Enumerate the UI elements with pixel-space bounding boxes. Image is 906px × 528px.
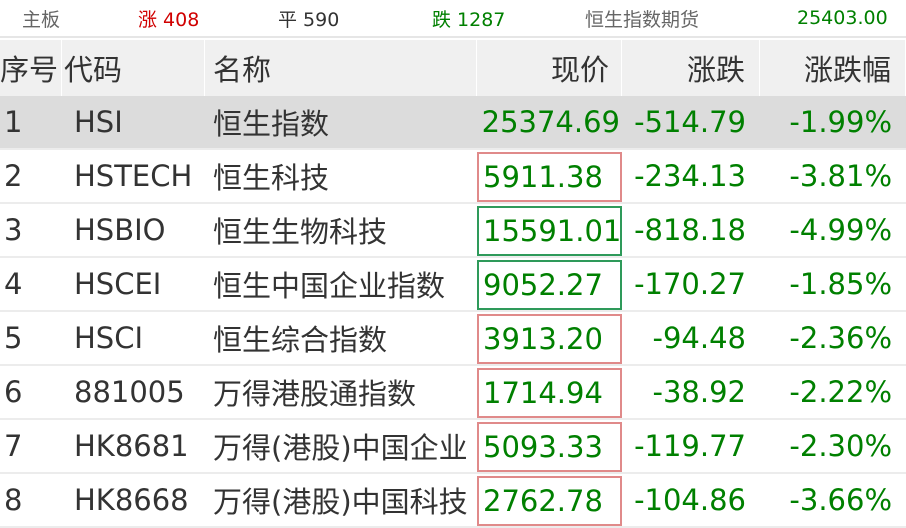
down-count: 跌 1287 [432,8,506,31]
flat-count: 平 590 [278,8,340,31]
row-name: 万得(港股)中国企业 [213,431,468,465]
row-code: HK8668 [74,483,189,517]
row-no: 8 [4,483,23,517]
col-header-price[interactable]: 现价 [477,40,622,96]
row-price: 5093.33 [477,422,622,472]
row-name: 恒生生物科技 [213,215,388,249]
table-row[interactable]: 3 HSBIO 恒生生物科技 15591.01 -818.18 -4.99% [0,204,906,258]
col-header-change[interactable]: 涨跌 [622,40,760,96]
row-code: HSCEI [74,267,162,301]
table-row[interactable]: 8 HK8668 万得(港股)中国科技 2762.78 -104.86 -3.66% [0,474,906,528]
up-count: 涨 408 [138,8,200,31]
row-code: HK8681 [74,429,189,463]
board-label: 主板 [22,8,61,31]
row-pct: -3.81% [789,159,892,193]
row-pct: -2.36% [789,321,892,355]
row-change: -818.18 [634,213,746,247]
row-price: 25374.69 [481,105,620,139]
row-price: 2762.78 [477,476,622,526]
row-pct: -2.30% [789,429,892,463]
row-name: 恒生指数 [213,107,330,141]
futures-value: 25403.00 [797,7,888,29]
row-price: 9052.27 [477,260,622,310]
row-name: 万得(港股)中国科技 [213,485,468,519]
row-price: 15591.01 [477,206,622,256]
row-price: 5911.38 [477,152,622,202]
row-change: -170.27 [634,267,746,301]
row-change: -38.92 [652,375,747,409]
table-row[interactable]: 7 HK8681 万得(港股)中国企业 5093.33 -119.77 -2.30% [0,420,906,474]
row-change: -104.86 [634,483,746,517]
row-code: HSI [74,105,123,139]
row-no: 2 [4,159,23,193]
col-header-name[interactable]: 名称 [205,40,477,96]
row-price: 3913.20 [477,314,622,364]
row-name: 恒生科技 [213,161,330,195]
row-price: 1714.94 [477,368,622,418]
row-no: 7 [4,429,23,463]
row-code: 881005 [74,375,185,409]
row-no: 1 [4,105,23,139]
row-no: 3 [4,213,23,247]
row-no: 6 [4,375,23,409]
row-code: HSTECH [74,159,193,193]
row-name: 恒生综合指数 [213,323,388,357]
row-pct: -1.85% [789,267,892,301]
row-change: -234.13 [634,159,746,193]
row-pct: -1.99% [789,105,892,139]
col-header-pct[interactable]: 涨跌幅 [760,40,906,96]
row-change: -94.48 [652,321,747,355]
row-code: HSBIO [74,213,166,247]
row-name: 恒生中国企业指数 [213,269,446,303]
table-row[interactable]: 6 881005 万得港股通指数 1714.94 -38.92 -2.22% [0,366,906,420]
table-row[interactable]: 1 HSI 恒生指数 25374.69 -514.79 -1.99% [0,96,906,150]
col-header-no[interactable]: 序号 [0,40,62,96]
table-header: 序号 代码 名称 现价 涨跌 涨跌幅 [0,40,906,96]
table-row[interactable]: 4 HSCEI 恒生中国企业指数 9052.27 -170.27 -1.85% [0,258,906,312]
row-pct: -4.99% [789,213,892,247]
row-pct: -3.66% [789,483,892,517]
futures-label: 恒生指数期货 [585,8,700,31]
row-no: 4 [4,267,23,301]
row-pct: -2.22% [789,375,892,409]
col-header-code[interactable]: 代码 [62,40,205,96]
row-no: 5 [4,321,23,355]
market-summary-bar: 主板 涨 408 平 590 跌 1287 恒生指数期货 25403.00 [0,0,906,38]
row-code: HSCI [74,321,144,355]
table-row[interactable]: 5 HSCI 恒生综合指数 3913.20 -94.48 -2.36% [0,312,906,366]
table-row[interactable]: 2 HSTECH 恒生科技 5911.38 -234.13 -3.81% [0,150,906,204]
row-change: -119.77 [634,429,746,463]
row-change: -514.79 [634,105,746,139]
row-name: 万得港股通指数 [213,377,417,411]
